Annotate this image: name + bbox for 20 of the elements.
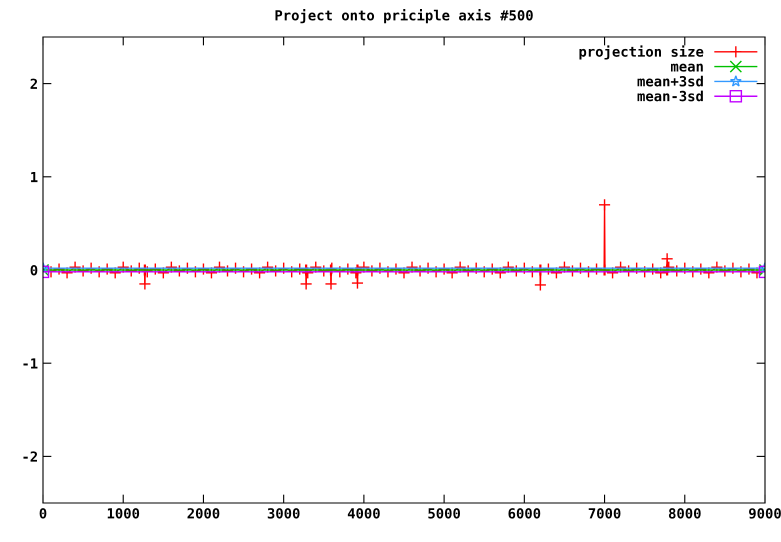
x-tick-label: 6000 <box>508 508 540 519</box>
x-tick-label: 9000 <box>749 508 781 519</box>
x-tick-label: 5000 <box>428 508 460 519</box>
y-tick-label: 1 <box>31 172 38 182</box>
x-tick-label: 1000 <box>108 508 140 519</box>
x-tick-label: 4000 <box>348 508 380 519</box>
x-tick-label: 7000 <box>588 508 620 519</box>
x-tick-label: 2000 <box>188 508 220 519</box>
legend-label: mean+3sd <box>638 76 703 86</box>
y-tick-label: -2 <box>23 451 37 462</box>
chart-title: Project onto priciple axis #500 <box>275 9 533 24</box>
x-tick-label: 0 <box>40 508 46 519</box>
x-tick-label: 3000 <box>268 508 300 519</box>
y-tick-label: 2 <box>30 78 37 89</box>
y-tick-label: 0 <box>30 264 38 276</box>
legend-label: projection size <box>579 45 704 60</box>
legend-label: mean <box>671 64 703 72</box>
y-tick-label: -1 <box>23 358 38 368</box>
x-tick-label: 8000 <box>668 508 701 519</box>
legend-label: mean-3sd <box>638 90 703 102</box>
